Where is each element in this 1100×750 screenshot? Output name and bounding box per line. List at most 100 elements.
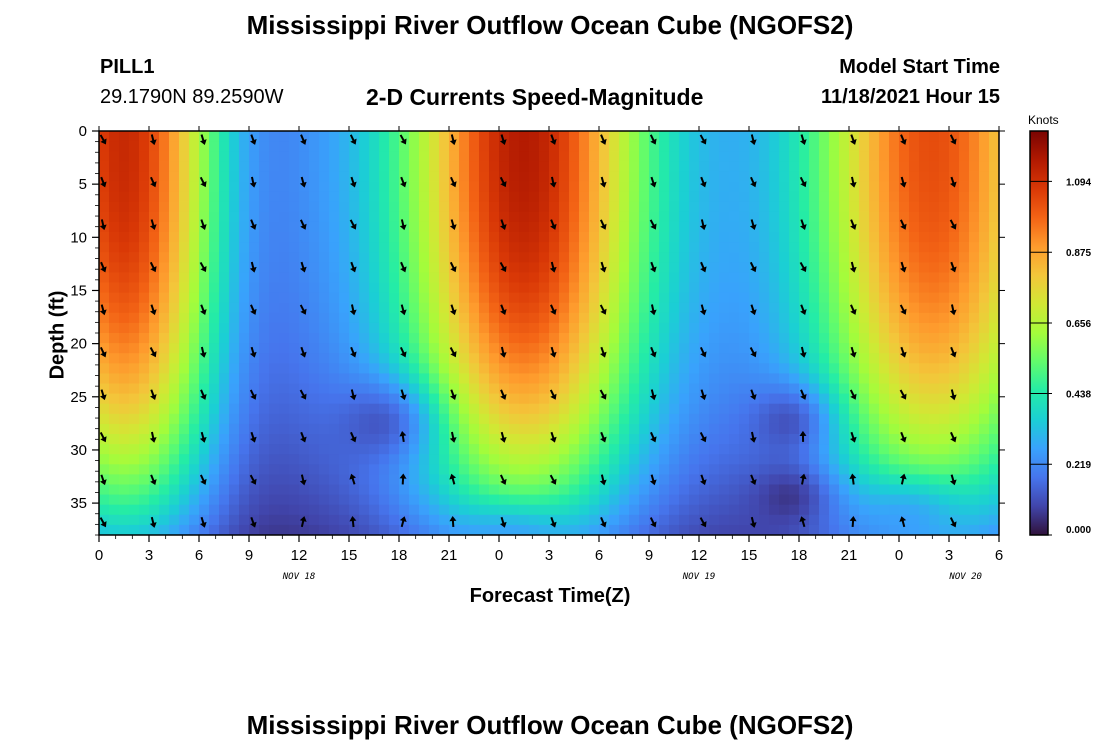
colorbar-tick-label: 0.219 <box>1066 460 1091 471</box>
colorbar <box>1029 130 1049 536</box>
current-arrow <box>499 474 507 485</box>
current-arrow <box>850 219 857 230</box>
current-arrow <box>250 304 257 315</box>
current-arrow <box>450 389 457 401</box>
current-arrow <box>349 304 357 316</box>
current-arrow <box>750 389 757 401</box>
current-arrow <box>599 176 607 188</box>
current-arrow <box>99 219 107 231</box>
current-arrow <box>849 346 857 358</box>
current-arrow <box>750 474 757 486</box>
current-arrow <box>149 516 157 528</box>
current-arrow <box>799 430 807 442</box>
x-tick-label: 12 <box>291 547 308 564</box>
current-arrow <box>150 176 157 188</box>
current-arrow <box>799 346 807 358</box>
current-arrow <box>299 219 307 230</box>
current-arrow <box>449 347 457 358</box>
current-arrow <box>899 516 907 528</box>
current-arrow <box>600 517 607 528</box>
current-arrow <box>749 134 757 146</box>
current-arrow <box>449 473 457 485</box>
current-arrow <box>950 261 957 273</box>
current-arrow <box>549 389 557 400</box>
y-tick-label: 5 <box>79 176 87 193</box>
x-tick-label: 21 <box>841 547 858 564</box>
current-arrow <box>699 134 707 145</box>
current-arrow <box>200 389 207 400</box>
current-arrow <box>649 517 657 528</box>
x-tick-label: 3 <box>145 547 153 564</box>
colorbar-tick-label: 0.656 <box>1066 319 1091 330</box>
current-arrow <box>899 304 907 315</box>
current-arrow <box>200 219 207 230</box>
current-arrow <box>649 134 657 145</box>
x-tick-label: 18 <box>791 547 808 564</box>
current-arrow <box>350 431 357 443</box>
current-arrow <box>749 516 757 528</box>
current-arrow <box>899 219 907 230</box>
current-arrow <box>849 176 857 188</box>
current-arrow <box>400 176 407 188</box>
current-arrow <box>949 219 957 230</box>
current-arrow <box>299 516 307 528</box>
current-arrow <box>549 176 557 188</box>
colorbar-units: Knots <box>1028 113 1059 127</box>
current-arrow <box>849 261 857 273</box>
current-arrow <box>650 431 657 443</box>
current-arrow <box>199 516 207 528</box>
current-arrow <box>100 176 107 188</box>
current-arrow <box>249 176 257 188</box>
current-arrow <box>149 134 157 146</box>
current-arrow <box>399 304 407 316</box>
current-arrow <box>499 431 507 443</box>
x-tick-label: 18 <box>391 547 408 564</box>
current-arrow <box>900 431 907 443</box>
current-arrow <box>150 474 157 486</box>
current-arrow <box>949 474 957 486</box>
current-arrow <box>249 261 257 273</box>
current-arrow <box>549 346 557 358</box>
current-arrow <box>800 304 807 315</box>
current-arrow <box>549 261 557 273</box>
current-arrow <box>599 474 607 486</box>
current-arrow <box>749 304 757 316</box>
current-arrow <box>850 134 857 145</box>
current-arrow <box>249 431 257 443</box>
current-arrow <box>399 219 407 231</box>
current-arrow <box>699 219 707 231</box>
current-arrow <box>749 347 757 358</box>
x-date-label: NOV 18 <box>282 572 316 582</box>
x-tick-label: 0 <box>495 547 503 564</box>
current-arrow <box>850 304 857 315</box>
current-arrow <box>799 261 807 273</box>
current-arrow <box>899 176 907 188</box>
current-arrow <box>499 346 507 358</box>
current-arrow <box>649 219 657 230</box>
current-arrow <box>699 431 707 443</box>
axes: 0 3 6 9 12 15 18 21 0 3 6 9 12 15 18 21 0 3 6 NOV 18 NOV 19 N… <box>70 123 1005 582</box>
current-arrow <box>949 517 957 528</box>
current-arrow <box>399 389 407 401</box>
current-arrow <box>499 176 507 188</box>
current-arrow <box>599 389 607 400</box>
y-tick-label: 0 <box>79 123 87 140</box>
current-arrow <box>99 346 107 358</box>
current-arrow <box>399 473 407 485</box>
current-arrow <box>299 474 307 486</box>
colorbar-tick-label: 0.875 <box>1066 248 1091 259</box>
current-arrow <box>599 261 607 273</box>
current-arrow <box>949 134 957 145</box>
current-arrow <box>649 389 657 401</box>
current-arrow <box>449 516 457 528</box>
x-tick-label: 12 <box>691 547 708 564</box>
current-arrow <box>399 134 407 145</box>
chart-title-repeat: Mississippi River Outflow Ocean Cube (NG… <box>246 710 854 740</box>
current-arrow <box>449 219 457 231</box>
current-arrow <box>99 304 107 316</box>
x-tick-label: 6 <box>595 547 603 564</box>
current-arrow <box>149 219 157 231</box>
current-arrow <box>550 304 557 315</box>
current-arrow <box>550 219 557 230</box>
current-arrow <box>349 134 357 145</box>
